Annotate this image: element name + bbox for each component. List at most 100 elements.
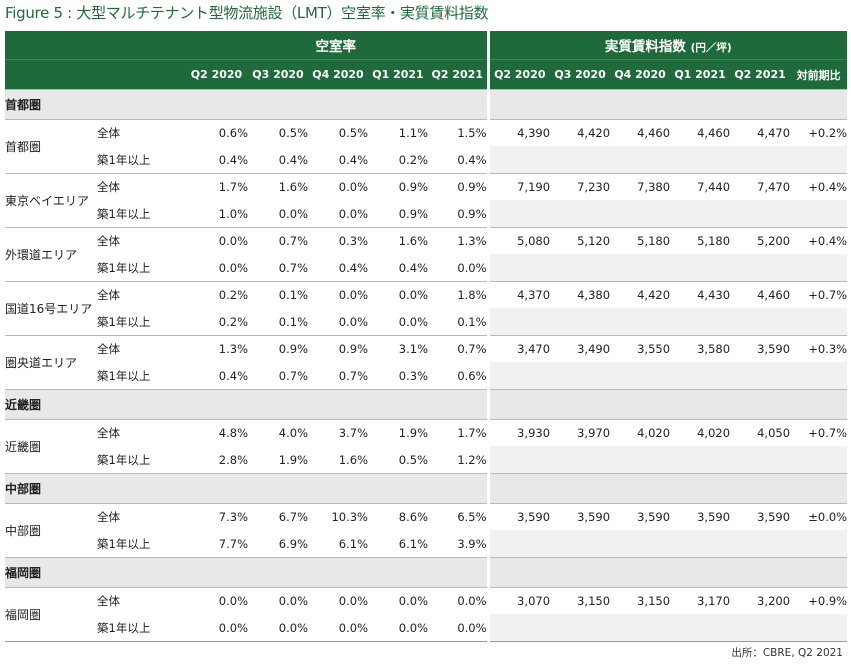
rent-cell: 3,590 bbox=[610, 503, 671, 530]
empty-cell bbox=[670, 146, 731, 174]
vacancy-cell: 0.0% bbox=[308, 614, 368, 642]
vacancy-cell: 0.0% bbox=[368, 614, 428, 642]
vacancy-cell: 0.4% bbox=[338, 260, 368, 275]
vacancy-cell: 6.9% bbox=[278, 536, 308, 551]
empty-cell bbox=[550, 308, 611, 336]
yoy-cell: +0.2% bbox=[790, 119, 848, 146]
region-header-fill bbox=[486, 473, 848, 504]
vacancy-cell: 0.0% bbox=[185, 227, 248, 254]
region-label: 近畿圏 bbox=[5, 389, 489, 420]
table-row: 築1年以上 0.4% 0.7% 0.7% 0.3% 0.6% bbox=[5, 362, 848, 390]
region-header-fill bbox=[486, 389, 848, 420]
empty-cell bbox=[670, 200, 731, 228]
vacancy-cell: 0.7% bbox=[248, 227, 308, 254]
vacancy-cell: 0.9% bbox=[428, 173, 489, 200]
vacancy-cell: 2.8% bbox=[218, 452, 248, 467]
empty-cell bbox=[790, 200, 848, 228]
table-row: 築1年以上 1.0% 0.0% 0.0% 0.9% 0.9% bbox=[5, 200, 848, 228]
vacancy-cell: 0.0% bbox=[338, 314, 368, 329]
type-label-all: 全体 bbox=[97, 587, 185, 614]
vacancy-cell: 1.0% bbox=[218, 206, 248, 221]
empty-cell bbox=[610, 254, 671, 282]
region-header-fill bbox=[486, 89, 848, 120]
rent-cell: 3,970 bbox=[550, 419, 611, 446]
empty-cell bbox=[730, 146, 791, 174]
vacancy-period-header: Q2 2021 bbox=[428, 59, 489, 90]
empty-cell bbox=[550, 446, 611, 474]
table-row: 築1年以上 7.7% 6.9% 6.1% 6.1% 3.9% bbox=[5, 530, 848, 558]
yoy-cell: +0.7% bbox=[790, 419, 848, 446]
rent-cell: 3,070 bbox=[486, 587, 551, 614]
table-row: 築1年以上 0.0% 0.7% 0.4% 0.4% 0.0% bbox=[5, 254, 848, 282]
rent-cell: 3,930 bbox=[486, 419, 551, 446]
vacancy-cell: 3.1% bbox=[368, 335, 428, 362]
rent-period-header: Q1 2021 bbox=[670, 59, 731, 90]
vacancy-cell: 1.9% bbox=[368, 419, 428, 446]
vacancy-cell: 0.0% bbox=[308, 281, 368, 308]
rent-cell: 7,380 bbox=[610, 173, 671, 200]
empty-cell bbox=[790, 254, 848, 282]
empty-cell bbox=[790, 614, 848, 642]
rent-cell: 3,490 bbox=[550, 335, 611, 362]
vacancy-cell: 0.0% bbox=[308, 587, 368, 614]
rent-cell: 3,550 bbox=[610, 335, 671, 362]
empty-cell bbox=[486, 446, 551, 474]
empty-cell bbox=[670, 362, 731, 390]
empty-cell bbox=[730, 446, 791, 474]
rent-cell: 4,460 bbox=[670, 119, 731, 146]
vacancy-cell: 1.3% bbox=[428, 227, 489, 254]
vacancy-cell: 6.1% bbox=[398, 536, 428, 551]
table-row: 近畿圏 全体 4.8% 4.0% 3.7% 1.9% 1.7% 3,930 3,970 4,020… bbox=[5, 419, 848, 474]
type-label-newer: 築1年以上 bbox=[97, 206, 151, 221]
table-row: 築1年以上 2.8% 1.9% 1.6% 0.5% 1.2% bbox=[5, 446, 848, 474]
vacancy-cell: 0.4% bbox=[338, 152, 368, 167]
vacancy-cell: 0.0% bbox=[185, 614, 248, 642]
type-label-newer: 築1年以上 bbox=[97, 152, 151, 167]
vacancy-cell: 0.0% bbox=[428, 587, 489, 614]
vacancy-cell: 0.7% bbox=[278, 260, 308, 275]
empty-cell bbox=[550, 362, 611, 390]
rent-cell: 5,080 bbox=[486, 227, 551, 254]
area-name: 国道16号エリア bbox=[5, 281, 97, 336]
vacancy-cell: 0.5% bbox=[308, 119, 368, 146]
vacancy-cell: 1.7% bbox=[185, 173, 248, 200]
vacancy-cell: 0.0% bbox=[338, 206, 368, 221]
vacancy-cell: 0.7% bbox=[428, 335, 489, 362]
vacancy-cell: 10.3% bbox=[308, 503, 368, 530]
rent-cell: 4,380 bbox=[550, 281, 611, 308]
empty-cell bbox=[730, 200, 791, 228]
empty-cell bbox=[610, 200, 671, 228]
type-label-newer: 築1年以上 bbox=[97, 368, 151, 383]
empty-cell bbox=[550, 530, 611, 558]
region-header-row: 福岡圏 bbox=[5, 557, 848, 588]
rent-cell: 3,200 bbox=[730, 587, 791, 614]
vacancy-period-header: Q3 2020 bbox=[248, 59, 308, 90]
type-label-all: 全体 bbox=[97, 227, 185, 254]
vacancy-cell: 0.0% bbox=[248, 614, 308, 642]
vacancy-cell: 0.0% bbox=[218, 260, 248, 275]
type-label-newer: 築1年以上 bbox=[97, 614, 185, 642]
rent-period-header: Q3 2020 bbox=[550, 59, 611, 90]
vacancy-cell: 0.9% bbox=[248, 335, 308, 362]
type-label-newer: 築1年以上 bbox=[97, 536, 151, 551]
vacancy-cell: 0.1% bbox=[457, 314, 487, 329]
yoy-cell: ±0.0% bbox=[790, 503, 848, 530]
vacancy-cell: 0.4% bbox=[398, 260, 428, 275]
rent-cell: 3,150 bbox=[610, 587, 671, 614]
rent-group-label: 実質賃料指数 bbox=[604, 39, 686, 55]
empty-cell bbox=[610, 146, 671, 174]
vacancy-cell: 0.0% bbox=[278, 206, 308, 221]
rent-cell: 5,200 bbox=[730, 227, 791, 254]
rent-period-header: Q4 2020 bbox=[610, 59, 671, 90]
vacancy-cell: 7.3% bbox=[185, 503, 248, 530]
rent-cell: 5,180 bbox=[670, 227, 731, 254]
vacancy-cell: 0.0% bbox=[248, 587, 308, 614]
vacancy-cell: 1.1% bbox=[368, 119, 428, 146]
yoy-cell: +0.3% bbox=[790, 335, 848, 362]
figure-title: Figure 5 : 大型マルチテナント型物流施設（LMT）空室率・実質賃料指数 bbox=[5, 4, 489, 22]
vacancy-cell: 0.4% bbox=[218, 152, 248, 167]
empty-cell bbox=[550, 614, 611, 642]
vacancy-cell: 1.6% bbox=[248, 173, 308, 200]
area-name: 中部圏 bbox=[5, 503, 97, 558]
vacancy-cell: 1.6% bbox=[368, 227, 428, 254]
